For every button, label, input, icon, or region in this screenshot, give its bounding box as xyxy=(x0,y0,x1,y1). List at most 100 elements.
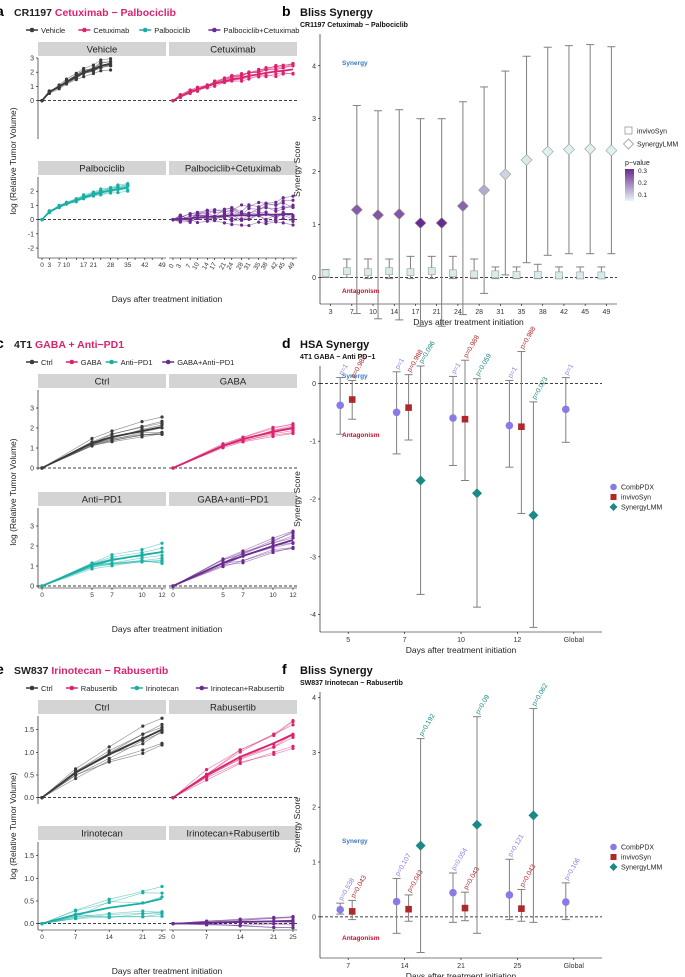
legend-label: GABA xyxy=(81,358,102,367)
legend-square xyxy=(610,854,617,860)
animal-point xyxy=(274,207,278,211)
animal-point xyxy=(74,908,78,912)
animal-point xyxy=(141,914,145,919)
animal-point xyxy=(160,423,164,427)
point-diamond xyxy=(372,209,384,221)
animal-point xyxy=(195,220,200,225)
animal-point xyxy=(291,63,295,67)
x-tick-label: 3 xyxy=(329,309,333,316)
x-tick-label: 7 xyxy=(205,934,209,941)
animal-point xyxy=(126,188,130,192)
animal-point xyxy=(272,916,276,920)
x-tick-label: 21 xyxy=(433,309,441,316)
facet-irinotecan: Irinotecan 0.0 0.5 1.0 1.5 0 7 14 21 25 xyxy=(24,826,166,941)
panel-title: 4T1 GABA + Anti−PD1 xyxy=(14,339,124,351)
y-tick-label: -2 xyxy=(310,497,316,504)
animal-point xyxy=(141,912,145,916)
title-black: CR1197 xyxy=(14,7,55,19)
p-value-label: p=1 xyxy=(563,363,575,377)
x-axis-label: Days after treatment initiation xyxy=(413,317,524,327)
y-axis-label: log (Relative Tumor Volume) xyxy=(8,772,18,879)
animal-point xyxy=(281,205,285,209)
animal-point xyxy=(238,918,242,922)
x-tick-label: 12 xyxy=(514,637,522,644)
animal-point xyxy=(74,767,78,771)
animal-point xyxy=(116,183,120,187)
point-circle xyxy=(562,405,570,414)
animal-point xyxy=(272,752,276,756)
facet-rabusertib: Rabusertib xyxy=(169,700,297,800)
animal-point xyxy=(230,208,234,212)
point-diamond xyxy=(563,143,575,156)
x-tick-label: Global xyxy=(564,963,585,970)
facet-ctrl: Ctrl 0.0 0.5 1.0 1.5 xyxy=(24,700,166,804)
animal-line xyxy=(41,551,163,587)
p-value-label: p=1 xyxy=(338,363,350,377)
facet-gaba-anti-pd1: GABA+anti−PD1 0 5 7 10 12 xyxy=(169,492,297,599)
mean-line xyxy=(172,733,294,799)
x-tick-label: 3 xyxy=(48,262,52,269)
animal-point xyxy=(108,186,113,190)
animal-point xyxy=(141,724,145,728)
facet-strip xyxy=(169,826,297,840)
legend-label: Vehicle xyxy=(41,26,65,35)
y-tick-label: 3 xyxy=(30,56,34,63)
legend-diamond xyxy=(623,138,634,150)
x-axis-label: Days after treatment initiation xyxy=(112,294,223,304)
animal-point xyxy=(160,716,164,720)
point-square xyxy=(321,269,330,278)
x-tick-label: 21 xyxy=(457,963,465,970)
legend-label: Palbociclib xyxy=(154,26,190,35)
animal-point xyxy=(271,550,275,555)
x-tick-label: 35 xyxy=(253,261,263,271)
x-tick-label: 42 xyxy=(270,261,280,271)
animal-point xyxy=(247,70,251,75)
legend: CombPDX invivoSyn SynergyLMM xyxy=(609,483,662,512)
point-square xyxy=(518,423,525,431)
animal-point xyxy=(281,216,285,221)
legend-label: Palbociclib+Cetuximab xyxy=(223,26,299,35)
animal-point xyxy=(239,74,244,78)
animal-point xyxy=(141,742,145,746)
animal-point xyxy=(239,203,244,207)
facet-strip xyxy=(169,700,297,714)
legend-item: Ctrl xyxy=(26,358,53,367)
facet-strip xyxy=(169,42,297,56)
series-synergylmm xyxy=(350,44,618,327)
mean-line xyxy=(172,68,294,102)
legend-dot xyxy=(212,27,217,33)
point-square xyxy=(405,404,412,411)
animal-point xyxy=(110,429,114,433)
legend-dot xyxy=(109,359,114,365)
x-tick-label: 0 xyxy=(40,592,44,599)
point-square xyxy=(348,908,356,915)
mean-line xyxy=(41,897,163,925)
y-tick-label: 2 xyxy=(30,426,34,433)
series-synergylmm: p=0.192 p=0.09 p=0.062 xyxy=(415,682,550,954)
legend-diamond xyxy=(609,503,618,511)
animal-point xyxy=(126,182,130,186)
animal-point xyxy=(126,184,130,188)
mean-line xyxy=(172,539,294,587)
y-tick-label: -1 xyxy=(310,439,316,446)
point-diamond xyxy=(478,184,491,197)
animal-point xyxy=(291,223,295,227)
facet-label: Palbociclib xyxy=(79,164,124,175)
animal-point xyxy=(274,74,278,79)
animal-point xyxy=(110,439,114,443)
facet-strip xyxy=(169,374,297,388)
point-square xyxy=(406,268,415,277)
animal-point xyxy=(90,443,94,448)
legend-dot xyxy=(165,359,171,365)
legend-label: SynergyLMM xyxy=(621,505,662,512)
animal-point xyxy=(264,210,268,214)
pvalue-legend-title: p−value xyxy=(625,160,650,167)
y-axis-label: Synergy Score xyxy=(292,471,302,527)
y-tick-label: -1 xyxy=(28,231,34,238)
legend-item: GABA xyxy=(65,358,102,367)
mean-line xyxy=(172,213,294,221)
animal-point xyxy=(247,223,251,228)
point-diamond xyxy=(528,510,539,521)
x-tick-label: 7 xyxy=(350,309,354,316)
legend-item: Rabusertib xyxy=(65,684,117,693)
